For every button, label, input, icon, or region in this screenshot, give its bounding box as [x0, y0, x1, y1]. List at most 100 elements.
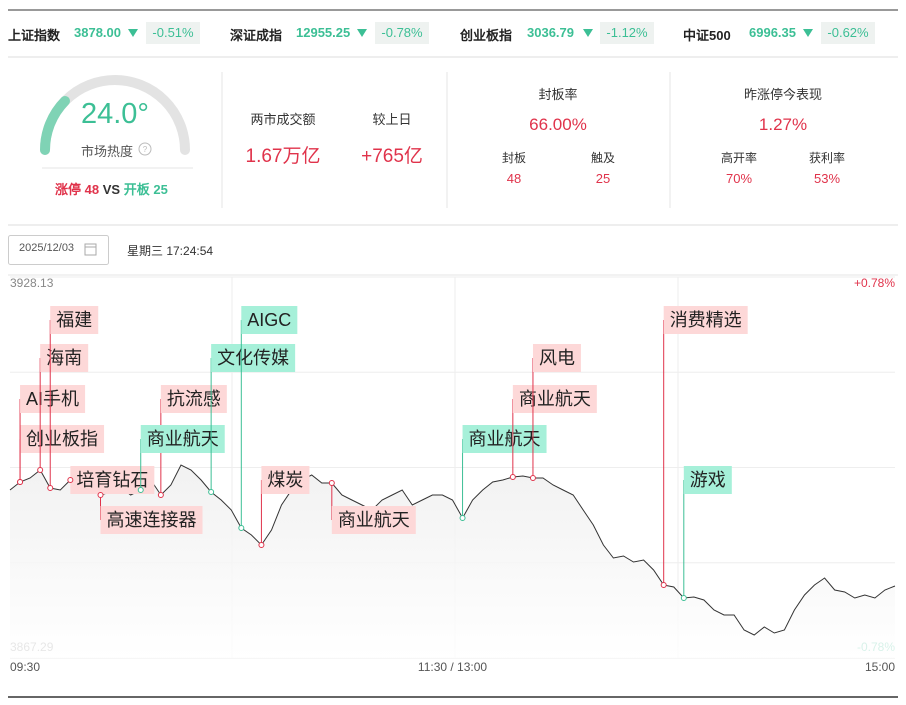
stat-value: 1.67万亿: [245, 146, 321, 167]
help-icon: [138, 142, 152, 156]
limit-up: 48: [84, 182, 100, 197]
stat-label: 获利率: [808, 151, 846, 165]
annotation-dot: [459, 514, 466, 521]
down-arrow: [583, 29, 593, 37]
price-line: [9, 464, 896, 636]
index-change: -0.51%: [152, 25, 194, 40]
annotation-label: 商业航天: [147, 429, 219, 449]
annotation-label: 文化传媒: [217, 348, 289, 368]
stat-label: 触及: [590, 151, 616, 165]
annotation-box: [261, 466, 310, 494]
index-change: -1.12%: [606, 25, 648, 40]
annotation-box: [160, 385, 227, 413]
index-name: 中证500: [683, 28, 731, 43]
down-arrow: [128, 29, 138, 37]
index-name: 深证成指: [230, 28, 283, 43]
annotation-box: [20, 385, 86, 413]
index-value: 6996.35: [749, 25, 796, 40]
date[interactable]: 2025/12/03: [19, 242, 75, 254]
heat-value: 24.0°: [80, 98, 150, 130]
down-arrow: [803, 29, 813, 37]
limit-up-label: 涨停: [55, 182, 82, 197]
annotation-label: 海南: [46, 348, 82, 368]
annotation-box: [683, 466, 732, 494]
annotation-label: 培育钻石: [76, 470, 148, 490]
change-box: [375, 22, 429, 44]
index-value: 3878.00: [74, 25, 121, 40]
index-value: 12955.25: [296, 25, 351, 40]
help-icon: ?: [143, 145, 148, 154]
annotation-dot: [680, 595, 687, 602]
annotation-label: 创业板指: [26, 429, 98, 449]
annotation-box: [20, 425, 105, 453]
open: 25: [153, 182, 168, 197]
annotation-dot: [47, 484, 54, 491]
heat-summary: 涨停 48 VS 开板 25: [55, 179, 168, 198]
stat-value: 48: [506, 171, 522, 186]
annotation-dot: [208, 488, 215, 495]
annotation-box: [532, 344, 581, 372]
stat-value: +765亿: [361, 146, 423, 167]
annotation-dot: [529, 475, 536, 482]
open-label: 开板: [123, 182, 150, 197]
annotation-label: 消费精选: [670, 310, 742, 330]
annotation-label: 商业航天: [519, 389, 591, 409]
annotation-box: [50, 306, 99, 334]
annotation-dot: [17, 479, 24, 486]
stat-value: 70%: [725, 171, 753, 186]
annotation-dot: [37, 467, 44, 474]
stat-label: 高开率: [720, 151, 758, 165]
weekday-time: 星期三 17:24:54: [127, 244, 214, 258]
down-arrow: [357, 29, 367, 37]
area: [10, 465, 895, 658]
annotation-dot: [137, 486, 144, 493]
annotation-dot: [258, 542, 265, 549]
index-name: 创业板指: [460, 28, 513, 43]
annotation-box: [100, 506, 203, 534]
change-box: [600, 22, 654, 44]
y-tick-label: 3928.13: [10, 276, 54, 290]
x-tick-label: 09:30: [10, 660, 40, 674]
index-name: 上证指数: [8, 28, 61, 43]
annotation-label: 商业航天: [469, 429, 541, 449]
annotation-dot: [509, 474, 516, 481]
annotation-box: [241, 306, 298, 334]
heat-label: 市场热度: [80, 144, 134, 159]
stat-value: 25: [595, 171, 611, 186]
annotation-dot: [97, 491, 104, 498]
stat-value: 1.27%: [758, 115, 808, 134]
x-tick-label: 15:00: [865, 660, 895, 674]
annotation-dot: [67, 477, 74, 484]
stat-label: 封板率: [538, 87, 578, 102]
vs: VS: [102, 182, 121, 197]
annotation-box: [663, 306, 748, 334]
annotation-dot: [157, 491, 164, 498]
gauge-fill: [40, 96, 70, 155]
stat-label: 封板: [501, 151, 527, 165]
annotation-label: 高速连接器: [107, 510, 197, 530]
index-value: 3036.79: [527, 25, 574, 40]
calendar-icon: [84, 243, 97, 256]
change-box: [821, 22, 875, 44]
annotation-box: [512, 385, 597, 413]
annotation-dot: [328, 480, 335, 487]
annotation-dot: [238, 524, 245, 531]
annotation-label: 煤炭: [267, 470, 303, 490]
pct-label: +0.78%: [854, 276, 895, 290]
stat-value: 53%: [813, 171, 841, 186]
annotation-label: AI手机: [26, 389, 79, 409]
annotation-box: [40, 344, 89, 372]
annotation-dot: [660, 581, 667, 588]
annotation-label: AIGC: [247, 310, 291, 330]
date-box[interactable]: [8, 235, 109, 265]
annotation-box: [331, 506, 416, 534]
change-box: [146, 22, 200, 44]
annotation-label: 抗流感: [167, 389, 221, 409]
stat-label: 较上日: [372, 112, 412, 127]
annotation-label: 风电: [539, 348, 575, 368]
annotation-label: 商业航天: [338, 510, 410, 530]
annotation-label: 福建: [56, 310, 92, 330]
index-change: -0.78%: [381, 25, 423, 40]
